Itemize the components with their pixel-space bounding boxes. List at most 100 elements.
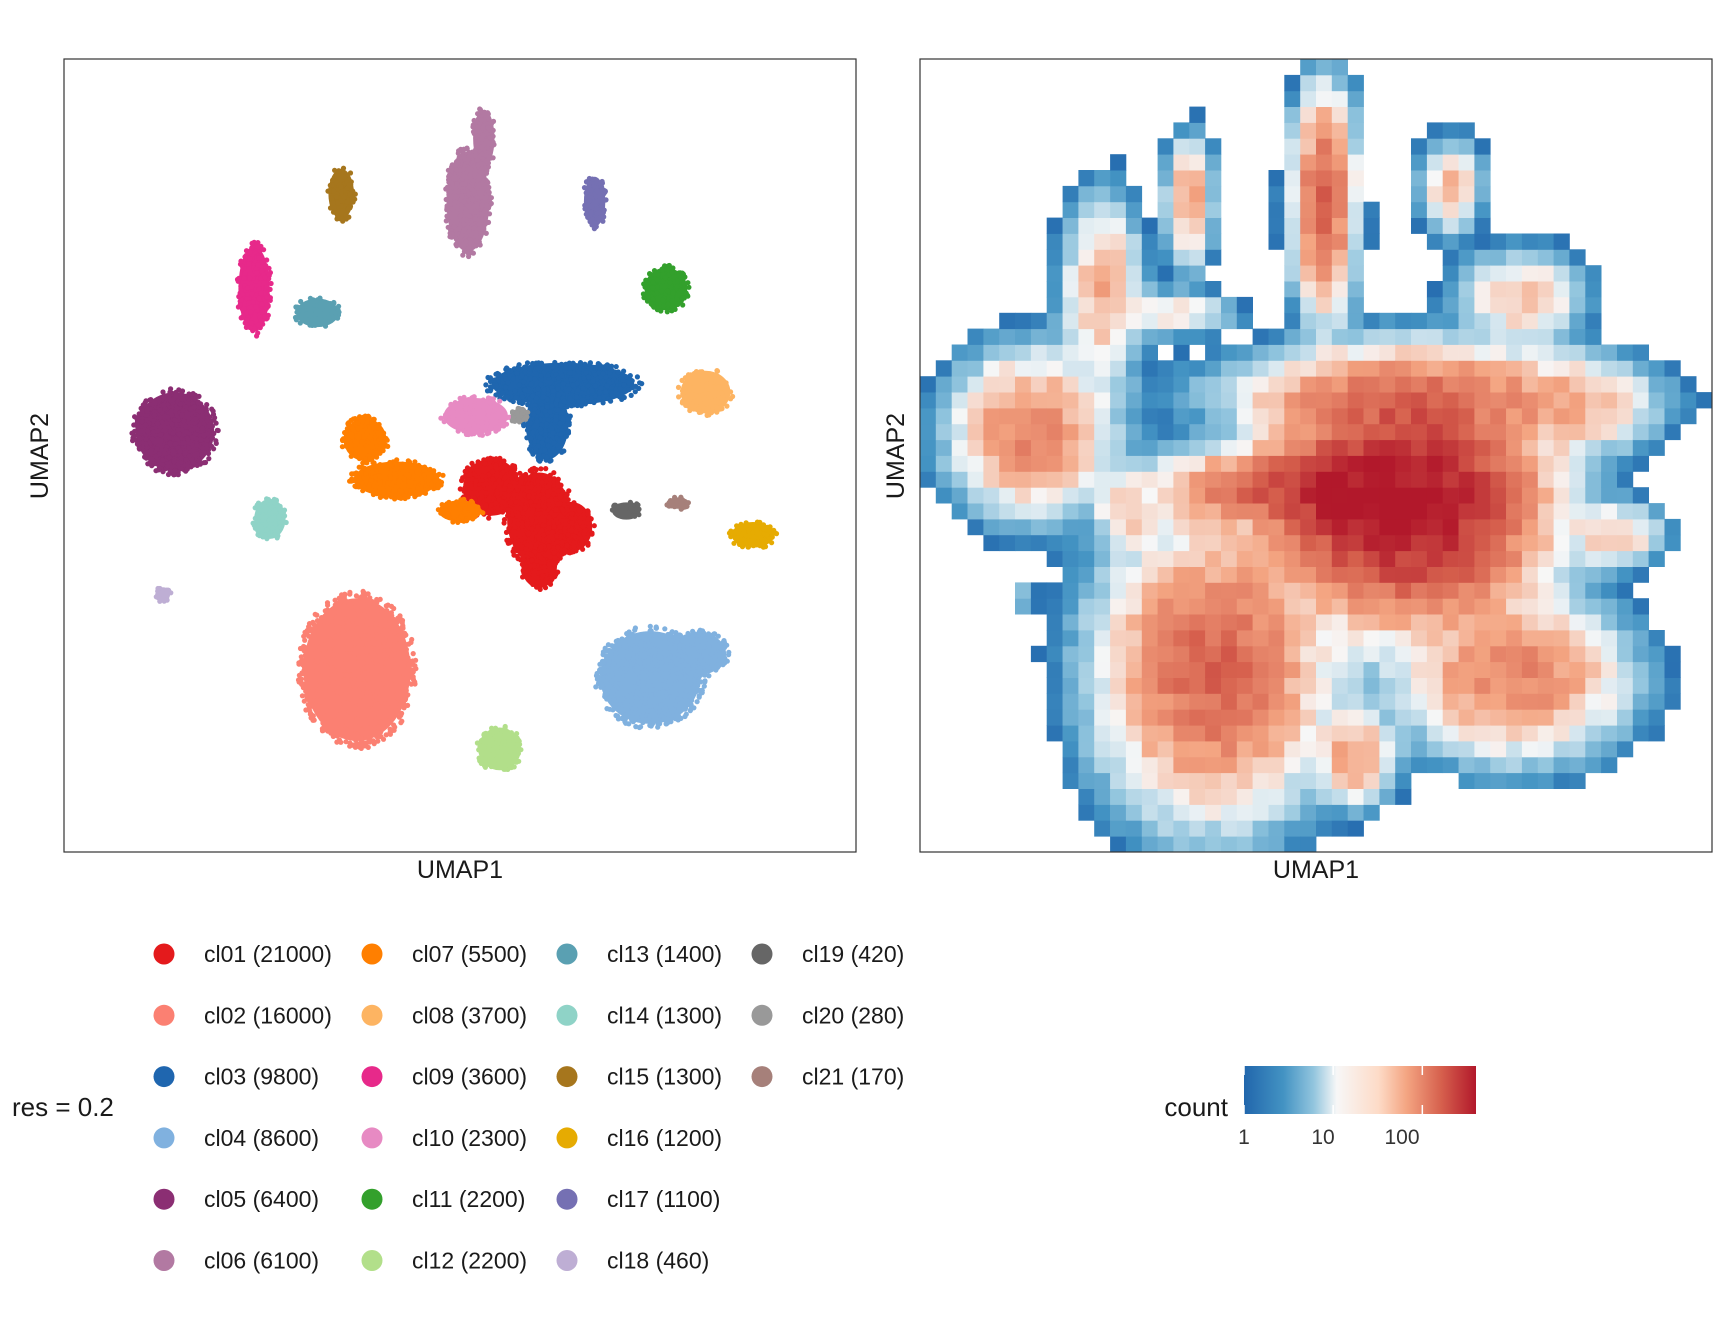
scatter-point xyxy=(580,546,586,552)
scatter-point xyxy=(380,736,387,742)
scatter-point xyxy=(628,646,634,653)
scatter-point xyxy=(554,539,561,545)
scatter-point xyxy=(574,394,580,400)
scatter-point xyxy=(347,589,353,596)
scatter-point xyxy=(483,504,489,510)
scatter-point xyxy=(557,524,563,530)
scatter-point xyxy=(485,114,491,121)
scatter-point xyxy=(398,495,404,501)
scatter-point xyxy=(533,395,540,401)
scatter-point xyxy=(636,659,642,665)
scatter-point xyxy=(570,382,576,388)
scatter-point xyxy=(363,649,369,655)
scatter-point xyxy=(640,719,646,726)
scatter-point xyxy=(447,234,453,240)
scatter-point xyxy=(630,719,636,725)
scatter-point xyxy=(171,458,177,464)
scatter-point xyxy=(701,395,707,402)
scatter-point xyxy=(496,371,502,377)
scatter-point xyxy=(157,407,163,413)
scatter-point xyxy=(368,701,374,707)
scatter-point xyxy=(545,442,551,449)
scatter-point xyxy=(643,667,649,674)
scatter-point xyxy=(589,388,595,394)
scatter-point xyxy=(522,535,528,541)
scatter-point xyxy=(541,564,548,570)
scatter-point xyxy=(535,478,541,484)
scatter-point xyxy=(671,656,678,662)
scatter-point xyxy=(356,454,362,460)
scatter-point xyxy=(246,300,252,306)
scatter-point xyxy=(551,512,558,518)
scatter-point xyxy=(158,432,164,438)
scatter-point xyxy=(571,362,577,368)
scatter-point xyxy=(550,364,556,370)
scatter-point xyxy=(728,389,734,395)
scatter-point xyxy=(306,624,312,630)
scatter-point xyxy=(528,484,534,490)
scatter-point xyxy=(372,653,378,659)
scatter-point xyxy=(566,386,573,392)
scatter-point xyxy=(527,420,534,426)
scatter-point xyxy=(541,364,547,370)
scatter-point xyxy=(485,485,491,491)
scatter-point xyxy=(379,441,385,447)
scatter-point xyxy=(212,415,218,421)
scatter-point xyxy=(706,673,712,679)
scatter-point xyxy=(378,719,384,725)
scatter-point xyxy=(444,213,450,219)
scatter-point xyxy=(586,520,592,527)
scatter-point xyxy=(565,549,571,555)
scatter-point xyxy=(702,678,708,684)
scatter-point xyxy=(310,652,316,659)
scatter-point xyxy=(699,688,705,694)
scatter-point xyxy=(409,469,415,475)
scatter-point xyxy=(488,502,494,508)
scatter-point xyxy=(673,702,679,708)
scatter-point xyxy=(529,536,535,542)
scatter-point xyxy=(397,641,403,647)
scatter-point xyxy=(389,633,395,639)
scatter-point xyxy=(372,682,378,688)
scatter-point xyxy=(501,458,507,464)
scatter-point xyxy=(693,369,700,375)
scatter-point xyxy=(626,714,633,720)
scatter-point xyxy=(259,268,265,274)
scatter-point xyxy=(249,240,255,246)
scatter-point xyxy=(447,506,453,512)
scatter-point xyxy=(674,661,680,667)
scatter-point xyxy=(525,402,531,408)
scatter-point xyxy=(367,629,373,635)
scatter-point xyxy=(461,244,467,250)
scatter-point xyxy=(490,155,496,161)
scatter-point xyxy=(259,309,265,315)
scatter-point xyxy=(134,441,140,447)
scatter-point xyxy=(412,494,418,500)
scatter-point xyxy=(145,428,151,434)
scatter-point xyxy=(172,441,179,447)
scatter-point xyxy=(422,464,428,470)
scatter-point xyxy=(363,443,369,449)
scatter-point xyxy=(439,502,445,508)
scatter-point xyxy=(418,475,424,481)
scatter-point xyxy=(554,397,560,403)
scatter-point xyxy=(532,406,538,412)
scatter-point xyxy=(674,691,680,698)
scatter-point xyxy=(353,470,359,476)
scatter-point xyxy=(637,700,643,707)
scatter-point xyxy=(604,383,610,389)
scatter-point xyxy=(642,632,648,638)
scatter-point xyxy=(312,702,318,708)
scatter-point xyxy=(384,465,390,471)
scatter-point xyxy=(564,542,570,549)
scatter-point xyxy=(632,389,638,395)
scatter-point xyxy=(613,364,619,370)
scatter-point xyxy=(410,651,416,657)
scatter-point xyxy=(360,488,366,494)
scatter-point xyxy=(470,124,476,130)
scatter-point xyxy=(655,724,661,730)
scatter-point xyxy=(546,543,552,550)
scatter-point xyxy=(706,400,712,406)
scatter-point xyxy=(253,304,259,310)
scatter-point xyxy=(330,698,336,704)
